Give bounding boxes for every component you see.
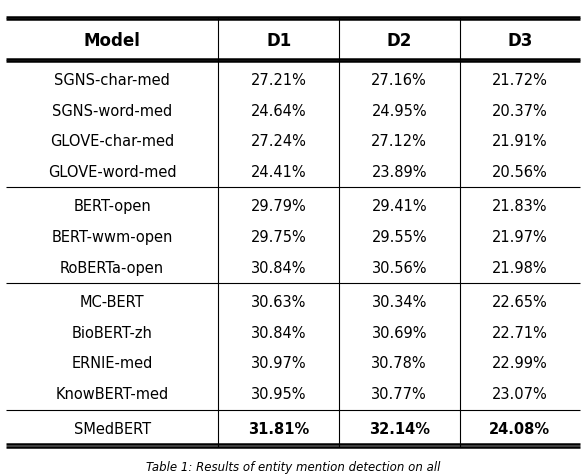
- Text: 23.07%: 23.07%: [492, 387, 548, 402]
- Text: MC-BERT: MC-BERT: [80, 295, 144, 310]
- Text: 21.91%: 21.91%: [492, 134, 548, 149]
- Text: 21.98%: 21.98%: [492, 260, 548, 276]
- Text: Model: Model: [84, 32, 141, 50]
- Text: 30.84%: 30.84%: [251, 260, 306, 276]
- Text: D1: D1: [266, 32, 291, 50]
- Text: 30.95%: 30.95%: [251, 387, 306, 402]
- Text: RoBERTa-open: RoBERTa-open: [60, 260, 164, 276]
- Text: 24.08%: 24.08%: [489, 422, 550, 436]
- Text: BERT-wwm-open: BERT-wwm-open: [52, 230, 173, 245]
- Text: 29.55%: 29.55%: [372, 230, 427, 245]
- Text: 24.64%: 24.64%: [251, 104, 306, 119]
- Text: 22.71%: 22.71%: [492, 326, 548, 341]
- Text: Table 1: Results of entity mention detection on all: Table 1: Results of entity mention detec…: [146, 461, 440, 475]
- Text: 30.69%: 30.69%: [372, 326, 427, 341]
- Text: GLOVE-char-med: GLOVE-char-med: [50, 134, 174, 149]
- Text: 30.34%: 30.34%: [372, 295, 427, 310]
- Text: 27.21%: 27.21%: [251, 73, 306, 88]
- Text: 24.41%: 24.41%: [251, 165, 306, 180]
- Text: KnowBERT-med: KnowBERT-med: [56, 387, 169, 402]
- Text: 30.63%: 30.63%: [251, 295, 306, 310]
- Text: 27.12%: 27.12%: [372, 134, 427, 149]
- Text: SMedBERT: SMedBERT: [73, 422, 151, 436]
- Text: 27.16%: 27.16%: [372, 73, 427, 88]
- Text: 30.97%: 30.97%: [251, 357, 306, 371]
- Text: D2: D2: [387, 32, 412, 50]
- Text: 32.14%: 32.14%: [369, 422, 430, 436]
- Text: SGNS-char-med: SGNS-char-med: [54, 73, 170, 88]
- Text: 21.97%: 21.97%: [492, 230, 548, 245]
- Text: D3: D3: [507, 32, 533, 50]
- Text: 24.95%: 24.95%: [372, 104, 427, 119]
- Text: BioBERT-zh: BioBERT-zh: [71, 326, 152, 341]
- Text: 22.65%: 22.65%: [492, 295, 548, 310]
- Text: ERNIE-med: ERNIE-med: [71, 357, 153, 371]
- Text: GLOVE-word-med: GLOVE-word-med: [48, 165, 176, 180]
- Text: 29.75%: 29.75%: [251, 230, 306, 245]
- Text: 22.99%: 22.99%: [492, 357, 548, 371]
- Text: 30.56%: 30.56%: [372, 260, 427, 276]
- Text: 27.24%: 27.24%: [251, 134, 306, 149]
- Text: 30.84%: 30.84%: [251, 326, 306, 341]
- Text: 31.81%: 31.81%: [248, 422, 309, 436]
- Text: BERT-open: BERT-open: [73, 199, 151, 214]
- Text: 30.77%: 30.77%: [372, 387, 427, 402]
- Text: 20.56%: 20.56%: [492, 165, 548, 180]
- Text: 30.78%: 30.78%: [372, 357, 427, 371]
- Text: 21.83%: 21.83%: [492, 199, 547, 214]
- Text: 29.79%: 29.79%: [251, 199, 306, 214]
- Text: 21.72%: 21.72%: [492, 73, 548, 88]
- Text: 20.37%: 20.37%: [492, 104, 548, 119]
- Text: 29.41%: 29.41%: [372, 199, 427, 214]
- Text: SGNS-word-med: SGNS-word-med: [52, 104, 172, 119]
- Text: 23.89%: 23.89%: [372, 165, 427, 180]
